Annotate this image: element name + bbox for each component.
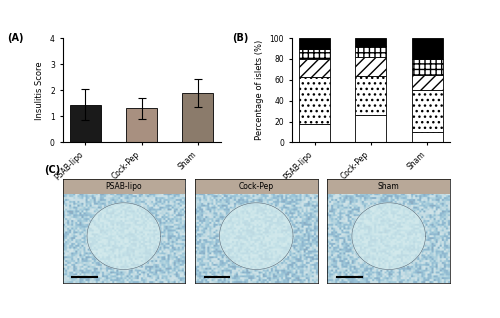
- Bar: [356, 57, 386, 76]
- FancyBboxPatch shape: [62, 179, 185, 194]
- Text: Cock-Pep: Cock-Pep: [238, 182, 274, 191]
- Bar: [412, 90, 443, 132]
- Y-axis label: Insulitis Score: Insulitis Score: [36, 61, 44, 120]
- Bar: [356, 76, 386, 115]
- Y-axis label: Percentage of islets (%): Percentage of islets (%): [255, 40, 264, 140]
- Bar: [356, 38, 386, 46]
- Bar: [126, 108, 157, 142]
- Bar: [356, 46, 386, 57]
- Polygon shape: [87, 203, 160, 269]
- Polygon shape: [352, 203, 426, 269]
- Polygon shape: [220, 203, 293, 269]
- Bar: [356, 115, 386, 142]
- Bar: [412, 132, 443, 142]
- Bar: [412, 75, 443, 90]
- Bar: [412, 59, 443, 75]
- Text: (B): (B): [232, 33, 248, 43]
- Bar: [299, 38, 330, 49]
- Text: PSAB-lipo: PSAB-lipo: [106, 182, 142, 191]
- Bar: [70, 105, 100, 142]
- Bar: [182, 93, 214, 142]
- Text: Sham: Sham: [378, 182, 400, 191]
- FancyBboxPatch shape: [195, 179, 318, 194]
- Bar: [299, 124, 330, 142]
- FancyBboxPatch shape: [328, 179, 450, 194]
- Bar: [412, 38, 443, 59]
- Bar: [299, 49, 330, 59]
- Text: (C): (C): [44, 165, 60, 175]
- Text: (A): (A): [7, 33, 24, 43]
- Bar: [299, 77, 330, 124]
- Bar: [299, 59, 330, 77]
